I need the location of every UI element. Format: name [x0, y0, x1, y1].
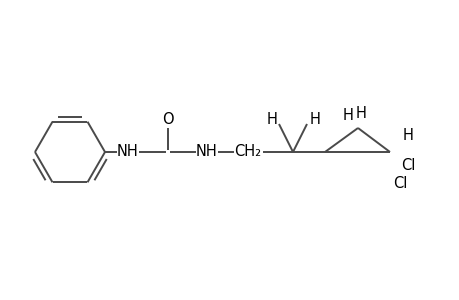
Text: O: O [162, 112, 174, 128]
Text: H: H [342, 109, 353, 124]
Text: Cl: Cl [400, 158, 414, 173]
Text: NH: NH [117, 145, 139, 160]
Text: H: H [266, 112, 277, 127]
Text: H: H [355, 106, 366, 122]
Text: NH: NH [196, 145, 218, 160]
Text: Cl: Cl [392, 176, 406, 191]
Text: H: H [402, 128, 413, 143]
Text: CH₂: CH₂ [234, 145, 261, 160]
Text: H: H [309, 112, 320, 127]
